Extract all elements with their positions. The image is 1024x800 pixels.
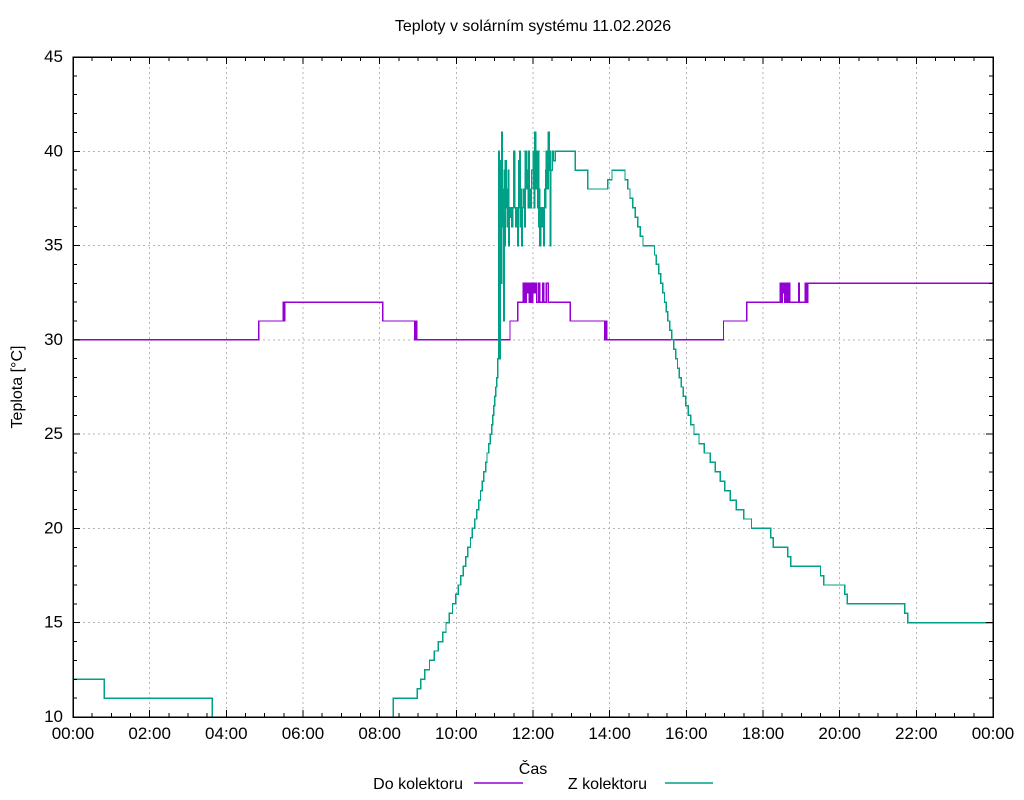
series-layer bbox=[73, 131, 993, 717]
y-tick-label: 40 bbox=[44, 141, 63, 160]
y-axis-label: Teplota [°C] bbox=[9, 346, 26, 429]
series-line-z-kolektoru bbox=[73, 131, 993, 717]
x-tick-label: 10:00 bbox=[435, 724, 478, 743]
x-axis-label: Čas bbox=[519, 759, 547, 778]
x-tick-label: 02:00 bbox=[128, 724, 171, 743]
y-tick-label: 10 bbox=[44, 707, 63, 726]
x-tick-label: 00:00 bbox=[52, 724, 95, 743]
x-tick-label: 16:00 bbox=[665, 724, 708, 743]
x-tick-label: 06:00 bbox=[282, 724, 325, 743]
x-tick-label: 20:00 bbox=[818, 724, 861, 743]
y-tick-label: 45 bbox=[44, 47, 63, 66]
plot-border bbox=[72, 56, 994, 718]
y-tick-label: 15 bbox=[44, 613, 63, 632]
tick-label-layer: 00:00 02:00 04:00 06:00 08:00 10:00 12:00 14:00… bbox=[44, 47, 1014, 743]
x-tick-label: 00:00 bbox=[972, 724, 1015, 743]
x-tick-label: 14:00 bbox=[588, 724, 631, 743]
y-tick-label: 25 bbox=[44, 424, 63, 443]
x-tick-label: 22:00 bbox=[895, 724, 938, 743]
legend: Do kolektoru Z kolektoru bbox=[373, 776, 713, 793]
x-tick-label: 04:00 bbox=[205, 724, 248, 743]
series-line-do-kolektoru bbox=[73, 282, 993, 341]
y-tick-label: 35 bbox=[44, 236, 63, 255]
x-tick-label: 18:00 bbox=[742, 724, 785, 743]
y-tick-label: 30 bbox=[44, 330, 63, 349]
x-tick-label: 12:00 bbox=[512, 724, 555, 743]
chart-title: Teploty v solárním systému 11.02.2026 bbox=[395, 18, 671, 35]
x-tick-label: 08:00 bbox=[358, 724, 401, 743]
y-tick-label: 20 bbox=[44, 518, 63, 537]
legend-label-do-kolektoru: Do kolektoru bbox=[373, 776, 463, 793]
legend-label-z-kolektoru: Z kolektoru bbox=[568, 776, 647, 793]
